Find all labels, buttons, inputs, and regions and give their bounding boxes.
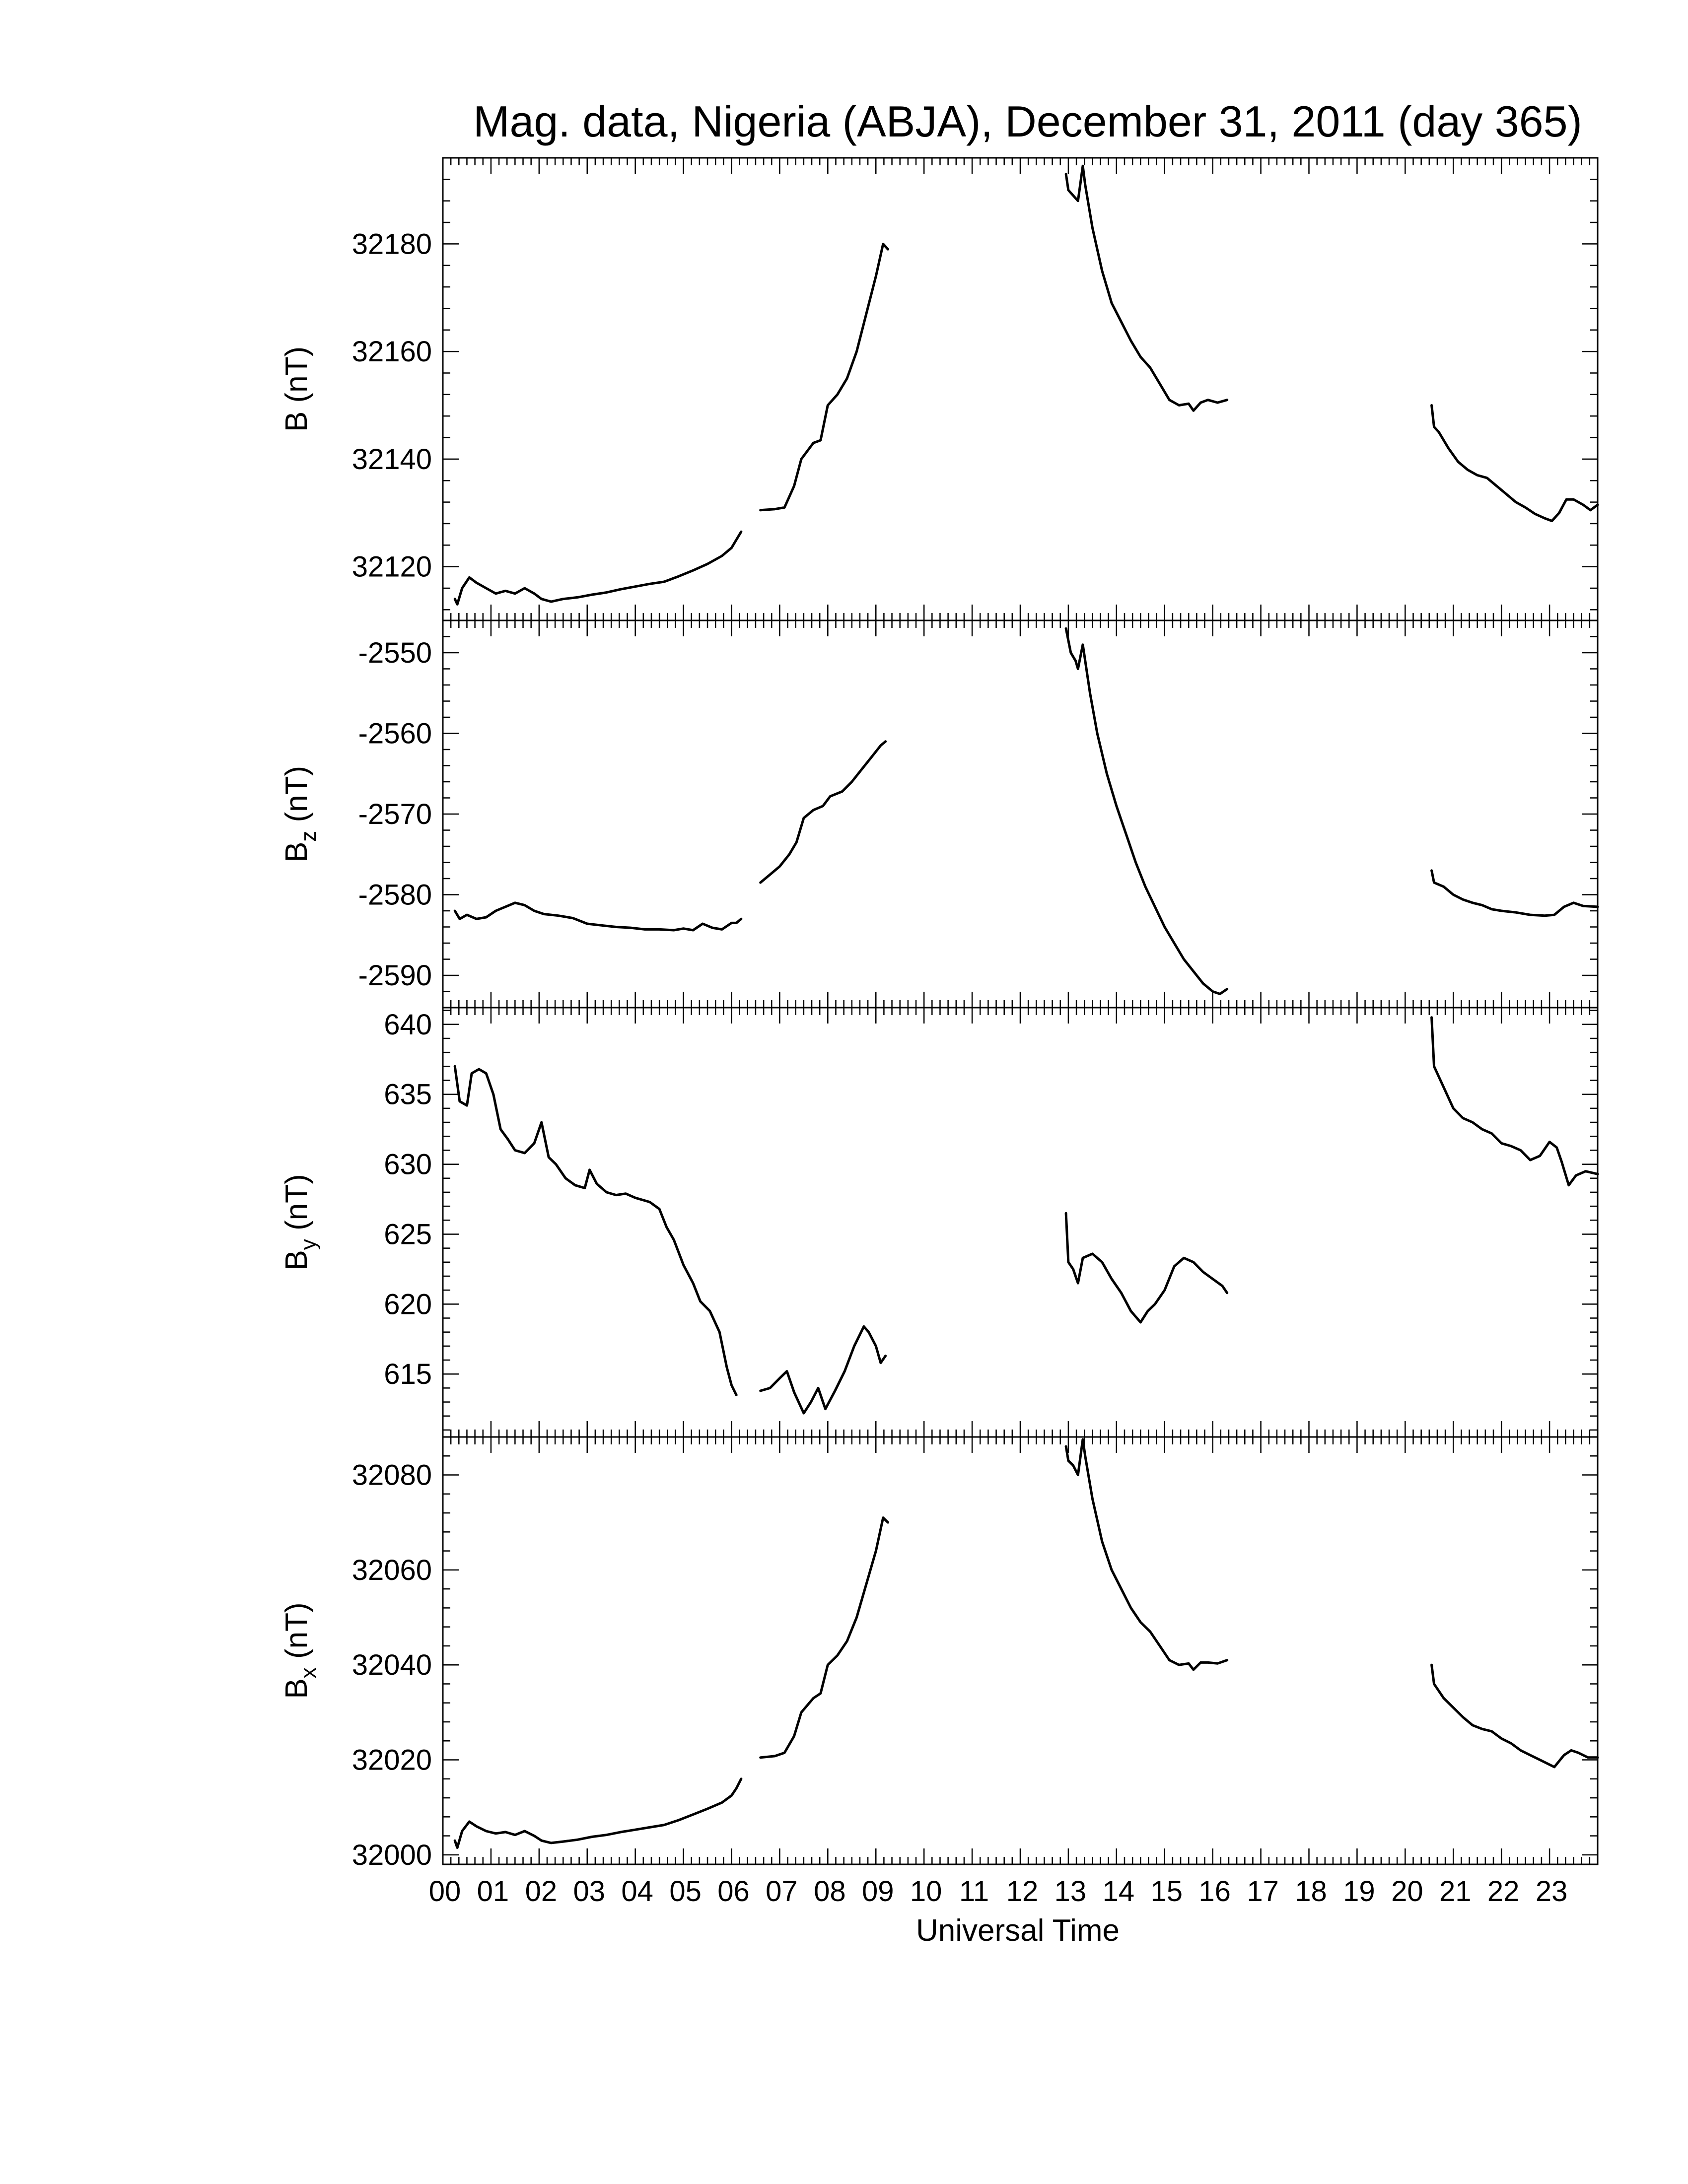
y-tick-label: 32040	[352, 1649, 432, 1681]
panel-Bz: -2590 -2580 -2570 -2560 -2550 Bz (nT)	[280, 619, 1599, 1009]
series-By-segment-1	[453, 1065, 738, 1396]
x-tick-label: 15	[1150, 1875, 1183, 1908]
x-tick-label: 20	[1391, 1875, 1423, 1908]
x-tick-label: 07	[766, 1875, 798, 1908]
y-tick-label: -2560	[358, 718, 432, 750]
y-axis-label-unit: (nT)	[280, 766, 314, 831]
y-tick-label: -2550	[358, 637, 432, 669]
y-axis-label-base: B	[280, 1250, 314, 1270]
y-tick-label: 620	[384, 1288, 432, 1320]
y-axis-label-subscript: x	[296, 1667, 321, 1678]
y-axis-label-By: By (nT)	[280, 1174, 321, 1270]
x-tick-label: 05	[669, 1875, 702, 1908]
series-By-segment-3	[1064, 1212, 1229, 1324]
x-tick-label: 13	[1055, 1875, 1087, 1908]
x-tick-label: 18	[1295, 1875, 1327, 1908]
y-tick-label: 32140	[352, 443, 432, 476]
series-Bx-segment-3	[1064, 1438, 1229, 1671]
y-tick-label: -2590	[358, 959, 432, 992]
x-tick-label: 22	[1487, 1875, 1520, 1908]
x-tick-label: 02	[525, 1875, 558, 1908]
y-tick-label: 635	[384, 1079, 432, 1111]
series-B-segment-4	[1430, 404, 1599, 522]
series-By-segment-4	[1430, 1016, 1599, 1187]
y-tick-label: 32080	[352, 1459, 432, 1492]
y-axis-label-unit: (nT)	[280, 1602, 314, 1667]
series-Bz-segment-4	[1430, 869, 1599, 917]
panel-Bx-y-ticks	[443, 1436, 1598, 1856]
y-axis-label-subscript: y	[296, 1239, 321, 1250]
y-tick-label: 32000	[352, 1839, 432, 1871]
panel-By-frame	[442, 1007, 1599, 1438]
panel-By-x-ticks	[442, 1008, 1599, 1437]
panel-B-x-ticks	[442, 158, 1599, 620]
series-B-segment-2	[759, 242, 889, 512]
panel-Bx: 32000 32020 32040 32060 32080 Bx (nT)	[280, 1436, 1599, 1871]
series-Bx-segment-1	[453, 1777, 743, 1849]
series-Bx-segment-2	[759, 1516, 889, 1759]
panel-Bz-frame	[442, 619, 1599, 1009]
y-tick-label: 615	[384, 1358, 432, 1390]
x-tick-label: 12	[1006, 1875, 1039, 1908]
x-tick-label: 01	[477, 1875, 509, 1908]
series-By-segment-2	[759, 1325, 887, 1415]
series-Bz-segment-1	[453, 901, 743, 932]
x-tick-label: 06	[717, 1875, 750, 1908]
x-tick-label: 11	[959, 1875, 989, 1908]
y-tick-label: -2570	[358, 798, 432, 830]
y-tick-label: 640	[384, 1009, 432, 1041]
y-tick-label: 32160	[352, 336, 432, 368]
y-axis-label-Bx: Bx (nT)	[280, 1602, 321, 1699]
panel-By-y-ticks	[443, 1010, 1598, 1431]
series-B-segment-1	[453, 530, 743, 606]
series-Bz-segment-3	[1064, 627, 1229, 995]
x-tick-label: 03	[573, 1875, 605, 1908]
series-Bz-segment-2	[759, 740, 887, 884]
x-tick-label: 19	[1343, 1875, 1375, 1908]
x-tick-label: 00	[429, 1875, 461, 1908]
x-tick-label: 21	[1439, 1875, 1472, 1908]
panel-Bx-frame	[442, 1436, 1599, 1865]
panel-Bx-x-ticks	[442, 1437, 1599, 1864]
y-axis-label-base: B	[280, 842, 314, 862]
panel-B-y-ticks	[443, 157, 1598, 611]
panel-B: 32120 32140 32160 32180 B (nT)	[280, 157, 1599, 621]
panel-Bz-y-ticks	[443, 619, 1598, 1009]
y-tick-label: 32120	[352, 551, 432, 583]
y-tick-label: 32020	[352, 1744, 432, 1776]
series-B-segment-3	[1064, 164, 1229, 412]
x-tick-label: 08	[814, 1875, 846, 1908]
x-tick-label: 10	[910, 1875, 942, 1908]
y-axis-label-base: B	[280, 1678, 314, 1699]
panel-B-frame	[442, 157, 1599, 621]
x-tick-label: 14	[1103, 1875, 1135, 1908]
y-tick-label: 32060	[352, 1554, 432, 1586]
y-tick-label: 625	[384, 1218, 432, 1250]
x-axis-tick-labels: 00 01 02 03 04 05 06 07 08 09 10 11 12 13 14 15 16 17 18 19…	[429, 1875, 1568, 1908]
y-axis-label-unit: (nT)	[280, 1174, 314, 1239]
x-axis-title: Universal Time	[916, 1913, 1120, 1948]
y-tick-label: 32180	[352, 228, 432, 260]
panels-group: 32120 32140 32160 32180 B (nT) -2590 -2580 -257…	[280, 157, 1599, 1871]
y-axis-label-unit: (nT)	[280, 346, 314, 411]
x-tick-label: 09	[862, 1875, 894, 1908]
panel-By: 615 620 625 630 635 640 By (nT)	[280, 1007, 1599, 1438]
chart-title: Mag. data, Nigeria (ABJA), December 31, …	[473, 97, 1582, 146]
y-axis-label-subscript: z	[296, 831, 321, 842]
y-axis-label-base: B	[280, 411, 314, 432]
x-tick-label: 16	[1198, 1875, 1231, 1908]
y-axis-label-Bz: Bz (nT)	[280, 766, 321, 862]
y-tick-label: 630	[384, 1149, 432, 1181]
series-Bx-segment-4	[1430, 1663, 1599, 1769]
x-tick-label: 04	[621, 1875, 653, 1908]
x-tick-label: 17	[1247, 1875, 1279, 1908]
y-tick-label: -2580	[358, 879, 432, 911]
panel-Bz-x-ticks	[442, 620, 1599, 1008]
x-tick-label: 23	[1536, 1875, 1568, 1908]
y-axis-label-B: B (nT)	[280, 346, 314, 432]
